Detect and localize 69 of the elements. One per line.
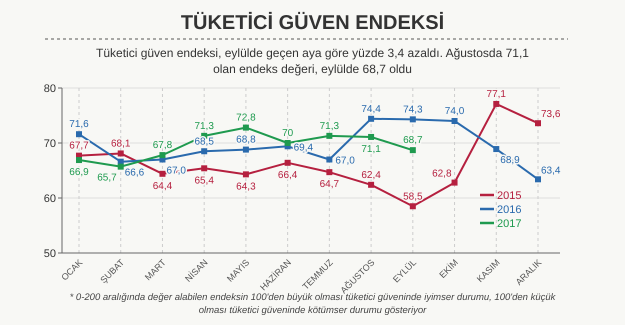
data-label: 63,4 (541, 165, 561, 176)
data-label: 71,6 (69, 119, 90, 130)
data-label: 64,4 (152, 180, 173, 192)
y-tick-label: 60 (44, 193, 56, 205)
data-label: 72,8 (236, 112, 256, 124)
point (452, 118, 458, 124)
data-label: 74,4 (361, 104, 382, 115)
point (368, 134, 374, 140)
data-label: 68,5 (194, 136, 214, 148)
data-label: 62,8 (432, 168, 452, 180)
point (326, 169, 332, 176)
point (159, 152, 166, 158)
data-label: 65,4 (194, 175, 214, 186)
point (242, 171, 249, 178)
chart-title: TÜKETİCİ GÜVEN ENDEKSİ (180, 11, 444, 34)
point (326, 156, 332, 162)
point (118, 164, 124, 170)
data-label: 66,6 (124, 168, 145, 179)
point (410, 147, 416, 154)
y-tick-label: 70 (44, 138, 56, 150)
data-label: 67,0 (335, 156, 356, 166)
point (326, 132, 332, 139)
point (76, 131, 82, 138)
point (118, 150, 124, 156)
legend-label: 2015 (497, 190, 522, 202)
chart-subtitle: Tüketici güven endeksi, eylülde geçen aya göre yüzde 3,4 azaldı. Ağustosda 71,1 olan endeks değeri, eylülde 68,7 oldu (96, 46, 530, 76)
data-label: 66,9 (69, 167, 90, 178)
y-tick-label: 50 (44, 248, 56, 260)
point (242, 124, 249, 131)
y-tick-label: 80 (44, 83, 56, 95)
data-label: 58,5 (403, 191, 423, 202)
point (493, 100, 500, 107)
point (284, 160, 291, 166)
data-label: 73,6 (541, 109, 561, 120)
point (410, 116, 416, 122)
point (201, 148, 208, 154)
data-label: 70 (282, 128, 294, 139)
data-label: 68,8 (236, 134, 256, 146)
legend-label: 2016 (497, 204, 522, 216)
legend-label: 2017 (497, 218, 522, 230)
data-label: 64,7 (320, 179, 340, 190)
data-label: 74,3 (403, 104, 423, 116)
point (452, 180, 458, 186)
data-label: 68,7 (403, 135, 423, 146)
data-label: 65,7 (97, 172, 118, 184)
data-label: 74,0 (444, 106, 465, 117)
text: * 0-200 aralığında değer alabilen endeksin 100'den büyük olması tüketici güveninde iyimser durumu, 100'den küçük olması tüketici güveninde kötümser durumu gösteriyor (70, 292, 557, 316)
point (242, 146, 249, 153)
data-label: 71,3 (194, 120, 214, 132)
point (493, 146, 500, 152)
data-label: 68,1 (110, 138, 131, 150)
data-label: 71,1 (361, 144, 382, 155)
data-label: 64,3 (236, 181, 256, 192)
point (159, 170, 166, 177)
data-label: 77,1 (486, 88, 506, 100)
point (368, 182, 374, 188)
point (284, 140, 291, 146)
point (368, 116, 374, 122)
data-label: 71,3 (320, 120, 340, 132)
data-label: 62,4 (361, 170, 382, 181)
data-label: 67,8 (152, 140, 173, 152)
point (535, 120, 541, 126)
data-label: 69,4 (294, 142, 314, 154)
point (535, 176, 541, 182)
point (76, 157, 82, 164)
point (410, 203, 416, 210)
data-label: 66,4 (278, 170, 298, 181)
point (201, 165, 208, 172)
data-label: 67,7 (69, 140, 90, 152)
